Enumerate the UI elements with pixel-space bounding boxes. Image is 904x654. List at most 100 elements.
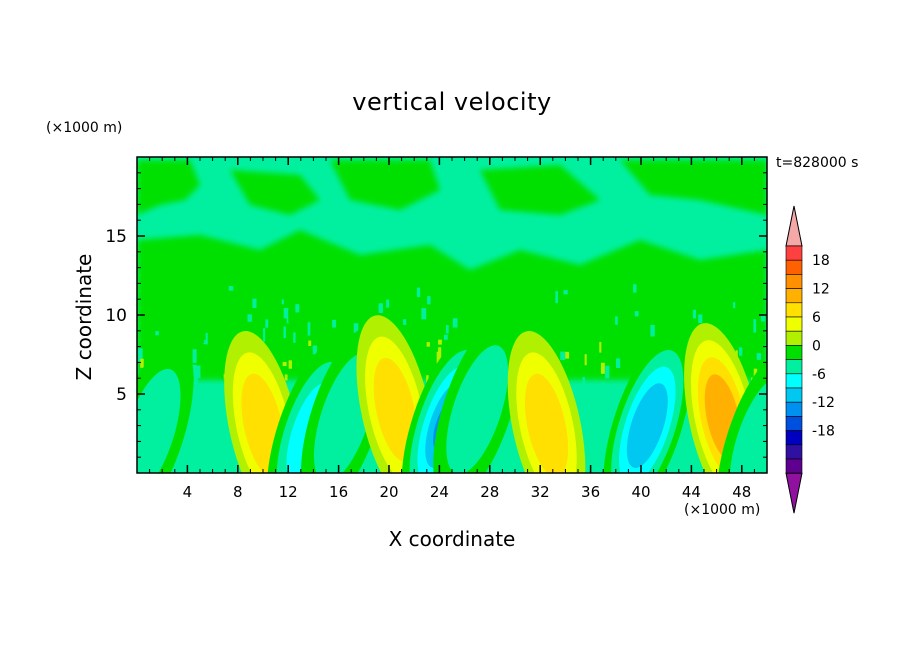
colorbar-swatch [785,430,803,446]
noise-mark [426,342,430,347]
noise-mark [438,347,442,359]
chart-title: vertical velocity [352,88,552,116]
noise-mark [228,286,234,291]
colorbar-swatch [785,373,803,389]
noise-mark [605,328,610,337]
colorbar-tick-label: 0 [812,338,821,354]
x-axis-label-text: X coordinate [388,527,516,551]
noise-mark [402,319,407,325]
field-patch [137,160,200,215]
x-tick-label: 24 [430,483,449,501]
noise-mark [150,327,155,333]
noise-mark [353,323,359,333]
noise-mark [295,304,300,313]
noise-mark [247,314,252,322]
x-axis-unit: (×1000 m) [684,502,761,518]
x-tick-label: 16 [329,483,348,501]
noise-mark [383,307,388,316]
x-axis-ticks: 4 8 12 16 20 24 28 32 36 40 44 48 [149,157,755,501]
x-tick-label: 8 [233,483,243,501]
colorbar-swatch [785,274,803,289]
contour-band [634,399,660,452]
noise-mark [735,350,738,357]
y-tick-label: 5 [116,385,127,405]
noise-mark [234,311,239,324]
noise-mark [747,290,752,301]
noise-mark [563,290,568,295]
colorbar-over-triangle [785,205,803,247]
colorbar-tick-label: -12 [812,395,835,411]
x-tick-label: 12 [279,483,298,501]
noise-mark [325,288,328,300]
noise-mark [386,299,390,308]
noise-mark [761,315,766,322]
noise-mark [378,303,383,313]
noise-mark [203,339,207,345]
noise-mark [252,298,257,308]
noise-mark [445,325,449,334]
noise-mark [761,334,765,344]
noise-mark [555,291,558,304]
noise-mark [288,309,292,323]
noise-mark [265,319,269,328]
x-tick-label: 20 [379,483,398,501]
noise-mark [278,304,282,316]
noise-mark [633,284,637,293]
noise-mark [288,360,292,369]
noise-mark [427,296,431,305]
colorbar-swatch [785,416,803,431]
noise-mark [283,326,286,339]
colorbar-tick-label: -18 [812,424,835,440]
noise-mark [221,309,227,317]
colorbar-swatch [785,259,803,275]
colorbar-swatch [785,245,803,261]
noise-mark [283,308,289,319]
x-tick-label: 32 [531,483,550,501]
downdraft-cell [433,317,522,473]
noise-mark [452,318,458,328]
noise-mark [281,299,284,305]
noise-mark [753,319,757,333]
noise-mark [332,319,337,328]
noise-mark [196,365,201,379]
noise-mark [193,373,198,385]
noise-mark [293,332,296,343]
x-tick-label: 4 [183,483,193,501]
colorbar-swatch [785,387,803,403]
y-tick-label: 10 [105,306,127,326]
noise-mark [583,305,588,311]
noise-mark [597,352,602,366]
downdraft-cell [716,349,767,473]
convective-cells [137,315,767,473]
noise-mark [632,337,637,343]
noise-mark [615,316,618,325]
colorbar-swatch [785,401,803,417]
noise-mark [692,309,697,319]
noise-mark [565,351,570,359]
noise-mark [504,305,509,312]
colorbar-swatch [785,288,803,304]
noise-mark [360,315,365,329]
x-axis-label: X coordinate [0,527,904,551]
noise-mark [281,318,287,327]
noise-mark [263,328,266,342]
contour-band [459,372,496,447]
noise-mark [294,340,298,345]
noise-mark [141,344,145,349]
weak-updraft-regions [137,160,767,380]
x-tick-label: 36 [581,483,600,501]
y-axis-ticks: 5 10 15 [105,172,767,458]
colorbar-tick-label: 18 [812,253,830,269]
noise-mark [560,351,566,361]
noise-mark [506,315,509,320]
colorbar-swatch [785,444,803,460]
downdraft-cell [137,341,194,473]
noise-mark [600,362,605,374]
colorbar-tick-label: 6 [812,310,821,326]
contour-band [250,394,276,457]
colorbar-swatch [785,458,803,474]
noise-mark [671,307,677,312]
y-axis-unit: (×1000 m) [46,120,123,136]
noise-mark [307,322,311,336]
field-patch [330,160,440,210]
